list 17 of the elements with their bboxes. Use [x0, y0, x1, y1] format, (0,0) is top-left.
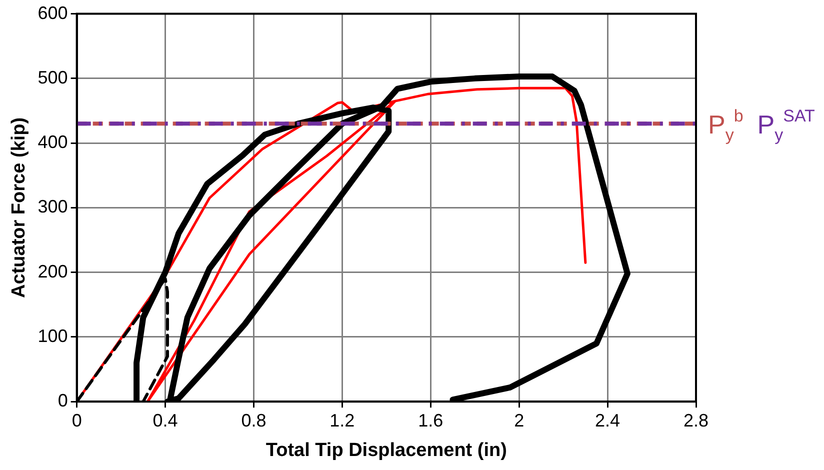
- x-tick-label: 2: [514, 410, 524, 430]
- x-tick-label: 1.2: [330, 410, 355, 430]
- x-tick-label: 0.4: [152, 410, 178, 430]
- x-tick-label: 2.8: [683, 410, 709, 430]
- y-tick-label: 600: [38, 2, 68, 23]
- x-tick-label: 1.6: [418, 410, 444, 430]
- x-tick-label: 0: [72, 410, 82, 430]
- y-tick-label: 100: [38, 326, 68, 346]
- x-tick-label: 2.4: [595, 410, 620, 430]
- x-tick-label: 0.8: [241, 410, 266, 430]
- y-tick-label: 500: [38, 67, 68, 88]
- y-axis-title: Actuator Force (kip): [8, 117, 30, 298]
- y-tick-label: 300: [38, 196, 68, 217]
- y-tick-label: 400: [38, 132, 68, 152]
- y-tick-label: 200: [38, 261, 68, 282]
- y-tick-label: 0: [58, 390, 68, 411]
- x-axis-title: Total Tip Displacement (in): [266, 440, 507, 461]
